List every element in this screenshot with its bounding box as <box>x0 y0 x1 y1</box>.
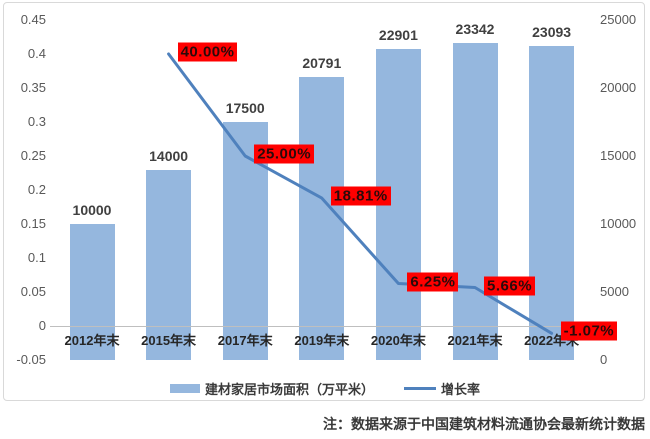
left-axis-tick-label: 0.15 <box>20 216 46 231</box>
left-axis-tick-label: 0.2 <box>27 182 46 197</box>
left-axis-tick-label: 0.35 <box>20 80 46 95</box>
growth-rate-label: 5.66% <box>484 276 536 295</box>
left-axis-tick-label: 0.4 <box>27 46 46 61</box>
category-label-2019年末: 2019年末 <box>294 333 350 348</box>
legend-label-market-area: 建材家居市场面积（万平米） <box>204 381 374 397</box>
bar-2012年末 <box>69 224 115 360</box>
chart-legend: 建材家居市场面积（万平米） 增长率 <box>0 378 650 398</box>
left-axis-tick-label: -0.05 <box>16 352 46 367</box>
x-axis-line <box>50 326 592 327</box>
growth-rate-label: 18.81% <box>330 186 391 206</box>
growth-rate-label: 25.00% <box>254 144 315 164</box>
bar-value-label: 14000 <box>149 147 189 164</box>
category-label-2012年末: 2012年末 <box>64 333 120 348</box>
bar-2022年末 <box>529 45 575 360</box>
bar-value-label: 20791 <box>302 55 342 72</box>
bar-2019年末 <box>299 77 345 360</box>
right-axis-tick-label: 20000 <box>600 80 637 95</box>
left-axis-tick-label: 0.25 <box>20 148 46 163</box>
right-axis-tick-label: 10000 <box>600 216 637 231</box>
bar-series-swatch-icon <box>169 383 200 393</box>
line-series-swatch-icon <box>404 386 436 390</box>
right-axis-tick-label: 15000 <box>600 148 637 163</box>
bar-value-label: 23093 <box>532 23 572 40</box>
legend-label-growth-rate: 增长率 <box>441 381 481 397</box>
right-axis-tick-label: 5000 <box>600 284 629 299</box>
left-axis-tick-label: 0.05 <box>20 284 46 299</box>
left-axis-tick-label: 0 <box>38 318 46 333</box>
bar-value-label: 17500 <box>225 100 265 116</box>
right-axis-tick-label: 0 <box>600 352 608 367</box>
right-axis-tick-label: 25000 <box>600 12 637 27</box>
bar-2021年末 <box>452 42 498 360</box>
category-label-2020年末: 2020年末 <box>370 333 426 348</box>
growth-rate-label: 40.00% <box>177 42 238 62</box>
bar-value-label: 22901 <box>378 26 418 43</box>
legend-entry-growth-rate: 增长率 <box>404 379 480 398</box>
left-axis-tick-label: 0.1 <box>27 250 46 265</box>
category-label-2021年末: 2021年末 <box>447 333 503 348</box>
bar-value-label: 10000 <box>72 202 112 218</box>
data-source-note: 注：数据来源于中国建筑材料流通协会最新统计数据 <box>323 416 645 432</box>
growth-rate-label: 6.25% <box>407 272 459 291</box>
category-label-2017年末: 2017年末 <box>217 333 273 348</box>
category-label-2015年末: 2015年末 <box>141 333 197 348</box>
bar-value-label: 23342 <box>455 20 495 37</box>
growth-rate-label: -1.07% <box>560 321 618 341</box>
left-axis-tick-label: 0.3 <box>27 114 46 129</box>
left-axis-tick-label: 0.45 <box>20 12 46 27</box>
legend-entry-market-area: 建材家居市场面积（万平米） <box>169 379 374 398</box>
